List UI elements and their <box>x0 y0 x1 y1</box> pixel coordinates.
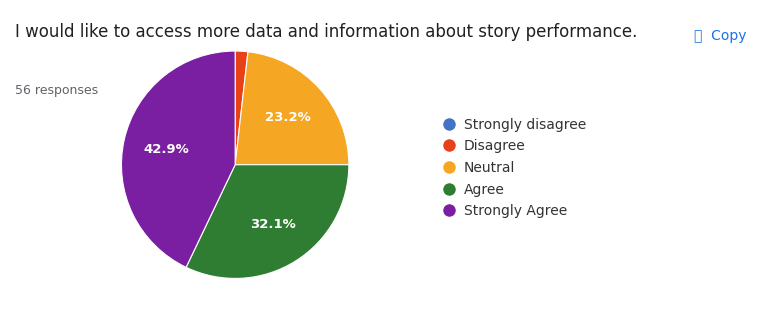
Text: 23.2%: 23.2% <box>265 111 311 124</box>
Legend: Strongly disagree, Disagree, Neutral, Agree, Strongly Agree: Strongly disagree, Disagree, Neutral, Ag… <box>439 111 593 225</box>
Wedge shape <box>235 52 348 165</box>
Wedge shape <box>186 165 348 278</box>
Text: ⎘  Copy: ⎘ Copy <box>694 29 746 43</box>
Text: 32.1%: 32.1% <box>250 218 295 231</box>
Text: I would like to access more data and information about story performance.: I would like to access more data and inf… <box>15 23 638 41</box>
Text: 56 responses: 56 responses <box>15 84 99 97</box>
Text: 42.9%: 42.9% <box>143 143 190 156</box>
Wedge shape <box>122 51 235 267</box>
Wedge shape <box>235 51 248 165</box>
